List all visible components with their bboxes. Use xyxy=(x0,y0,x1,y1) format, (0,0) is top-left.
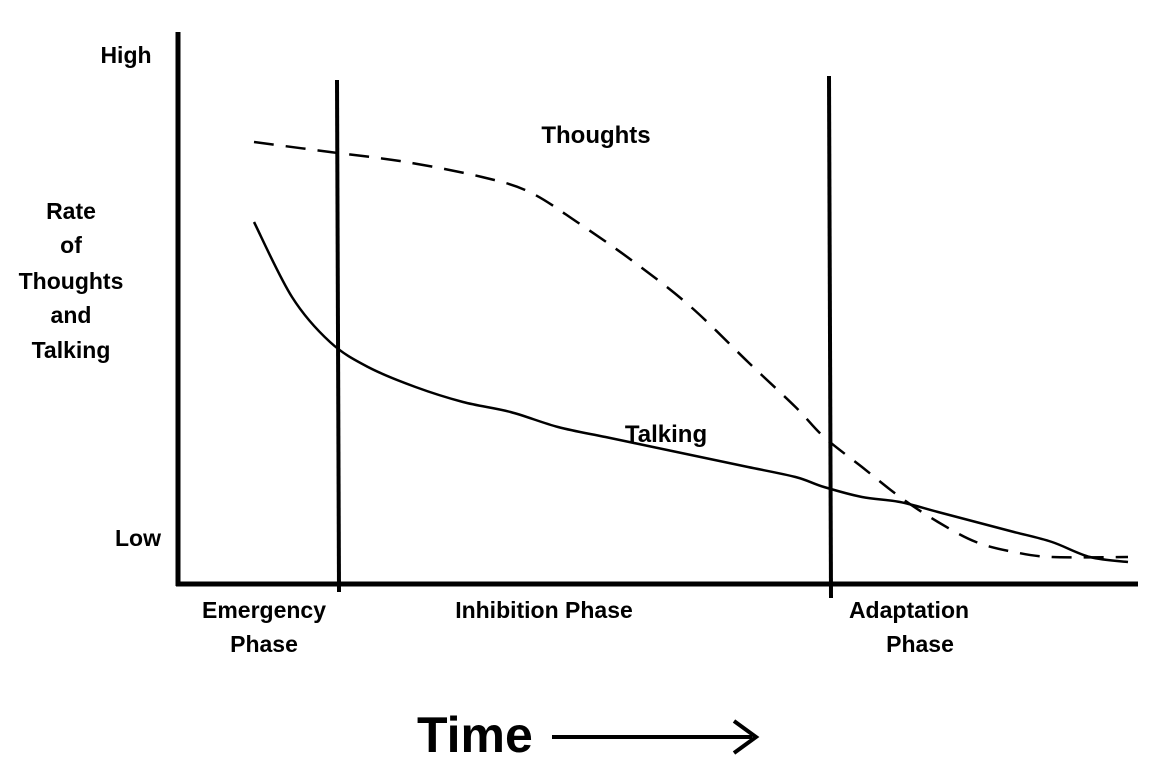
y-axis-label-line-2: of xyxy=(60,232,82,258)
x-axis-label: Time xyxy=(417,707,533,763)
y-axis-label-line-3: Thoughts xyxy=(19,268,124,294)
time-arrow-icon xyxy=(552,719,760,755)
y-axis-label-line-1: Rate xyxy=(46,198,96,224)
y-tick-high: High xyxy=(100,42,151,68)
y-axis-label-line-4: and xyxy=(51,302,92,328)
y-axis-label-line-5: Talking xyxy=(32,337,111,363)
series-label-talking: Talking xyxy=(625,421,707,448)
phase-label-adaptation-line-1: Adaptation xyxy=(849,597,969,623)
y-tick-low: Low xyxy=(115,525,161,551)
series-label-thoughts: Thoughts xyxy=(541,122,650,149)
phase-label-inhibition: Inhibition Phase xyxy=(455,597,633,623)
phase-label-emergency-line-1: Emergency xyxy=(202,597,326,623)
series-line-thoughts xyxy=(253,140,1129,559)
phase-divider-emergency-inhibition xyxy=(335,79,341,593)
series-line-talking xyxy=(252,221,1129,564)
phase-label-emergency-line-2: Phase xyxy=(230,631,298,657)
phase-label-adaptation-line-2: Phase xyxy=(886,631,954,657)
phase-divider-inhibition-adaptation xyxy=(827,75,833,599)
